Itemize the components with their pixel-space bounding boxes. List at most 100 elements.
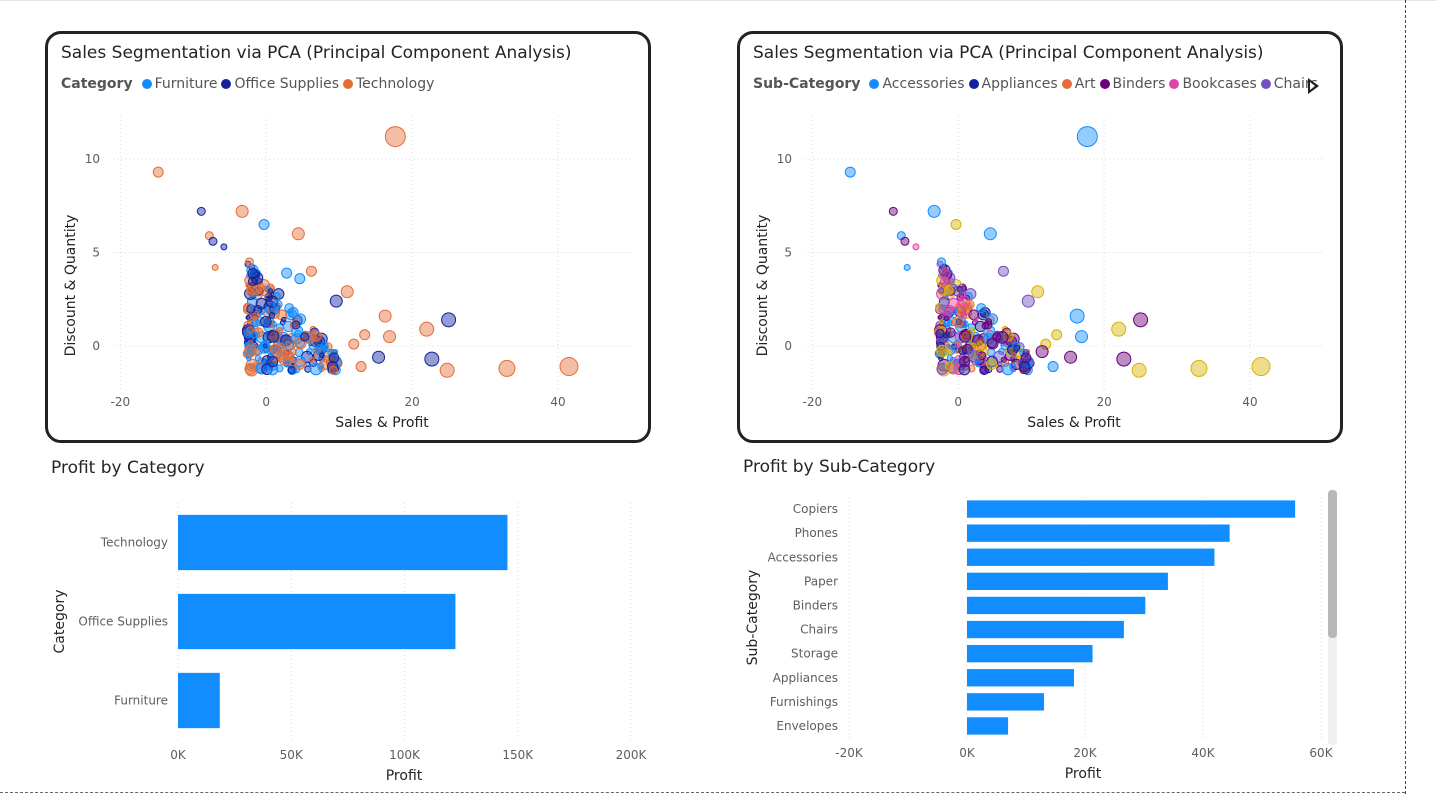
scatter-point [439,362,455,378]
scatter-point [973,316,979,323]
scatter-point [967,349,981,363]
legend-item-technology[interactable]: Technology [343,76,434,92]
scatter-point [294,358,306,370]
x-axis-title: Profit [1065,766,1102,782]
category-label: Furniture [114,694,168,708]
bar-chart-category[interactable]: 0K 50K 100K 150K 200K Technology Office Suppli… [45,480,685,792]
scatter-point [267,288,274,294]
legend-item-art[interactable]: Art [1061,76,1096,92]
scatter-point [268,312,276,319]
scatter-point [244,257,254,267]
scatter-point [262,343,268,349]
scatter-point [281,267,293,279]
scatter-point [936,257,946,267]
bar-title-category: Profit by Category [51,458,205,478]
x-tick-label: 20K [1073,746,1097,760]
x-tick-label: -20 [110,395,130,409]
scatter-point [950,283,958,291]
y-axis-title: Category [52,590,68,654]
category-label: Office Supplies [78,615,168,629]
scatter-point [498,359,516,377]
scatter-point [1251,357,1271,377]
scatter-point [383,330,397,344]
x-tick-label: 50K [280,748,304,762]
x-tick-label: 60K [1309,746,1333,760]
scatter-point [263,318,270,326]
scatter-point [266,330,280,343]
scatter-point [983,320,993,330]
scatter-point [317,362,324,370]
y-axis-title: Sub-Category [745,570,761,666]
scatter-card-subcategory[interactable]: Sales Segmentation via PCA (Principal Co… [737,31,1343,443]
x-tick-label: 0 [262,395,270,409]
scatter-point [285,351,295,361]
legend-label: Art [1074,76,1096,92]
scatter-point [1116,351,1132,367]
category-label: Copiers [793,502,838,516]
scatter-point [211,263,219,271]
page-bottom-border [0,792,1405,793]
legend-item-appliances[interactable]: Appliances [968,76,1058,92]
legend-dot-icon [968,79,979,89]
category-label: Phones [795,526,838,540]
bar-chart-subcategory[interactable]: -20K 0K 20K 40K 60K Copiers Phones Accessories P… [737,480,1337,792]
scatter-point [259,315,272,328]
x-tick-label: 40 [550,395,565,409]
scatter-point [441,312,457,328]
x-tick-label: 20 [404,395,419,409]
scatter-point [957,295,971,308]
scatter-point [958,330,972,343]
scatter-point [912,243,920,251]
x-tick-label: 100K [389,748,421,762]
scrollbar[interactable] [1328,490,1337,745]
scatter-point [359,329,371,341]
y-tick-label: 0 [92,339,100,353]
scatter-point [272,299,283,310]
legend-title: Sub-Category [753,76,861,92]
legend-item-accessories[interactable]: Accessories [869,76,965,92]
legend-label: Appliances [981,76,1058,92]
scatter-point [265,295,279,308]
scatter-point [888,206,898,216]
scrollbar-thumb[interactable] [1328,490,1337,638]
y-tick-label: 5 [784,246,792,260]
scatter-title: Sales Segmentation via PCA (Principal Co… [61,43,572,63]
scatter-plot-category[interactable]: -20 0 20 40 0 5 10 Sales & Profit Discount & Qua… [48,34,648,440]
legend-item-furniture[interactable]: Furniture [141,76,218,92]
scatter-point [251,315,258,322]
chevron-right-icon[interactable] [1308,78,1319,94]
scatter-point [961,285,968,292]
category-label: Storage [791,647,838,661]
legend-dot-icon [221,79,232,89]
scatter-point [1012,341,1021,351]
scatter-card-category[interactable]: Sales Segmentation via PCA (Principal Co… [45,31,651,443]
scatter-point [258,283,266,291]
legend-label: Bookcases [1182,76,1257,92]
scatter-point [308,356,315,363]
scatter-plot-subcategory[interactable]: -20 0 20 40 0 5 10 Sales & Profit Discount & Qua… [740,34,1340,440]
legend-dot-icon [1099,79,1110,89]
legend-item-chairs[interactable]: Chairs [1260,76,1318,92]
scatter-point [291,320,301,330]
bar [967,548,1215,566]
scatter-point [244,344,257,358]
scatter-point [979,366,988,375]
category-label: Accessories [768,550,838,564]
scatter-point [284,303,295,314]
scatter-point [939,267,951,280]
scatter-point [424,351,440,367]
legend-item-binders[interactable]: Binders [1099,76,1166,92]
scatter-point [1020,352,1032,364]
legend-label: Furniture [154,76,218,92]
legend-label: Binders [1112,76,1166,92]
x-tick-label: 20 [1096,395,1111,409]
legend-item-office-supplies[interactable]: Office Supplies [221,76,339,92]
scatter-point [329,294,343,308]
legend-item-bookcases[interactable]: Bookcases [1169,76,1257,92]
legend-title: Category [61,76,133,92]
scatter-point [1069,308,1085,324]
category-label: Appliances [773,671,838,685]
scatter-point [976,303,987,314]
category-label: Furnishings [770,695,838,709]
scatter-point [247,267,259,280]
